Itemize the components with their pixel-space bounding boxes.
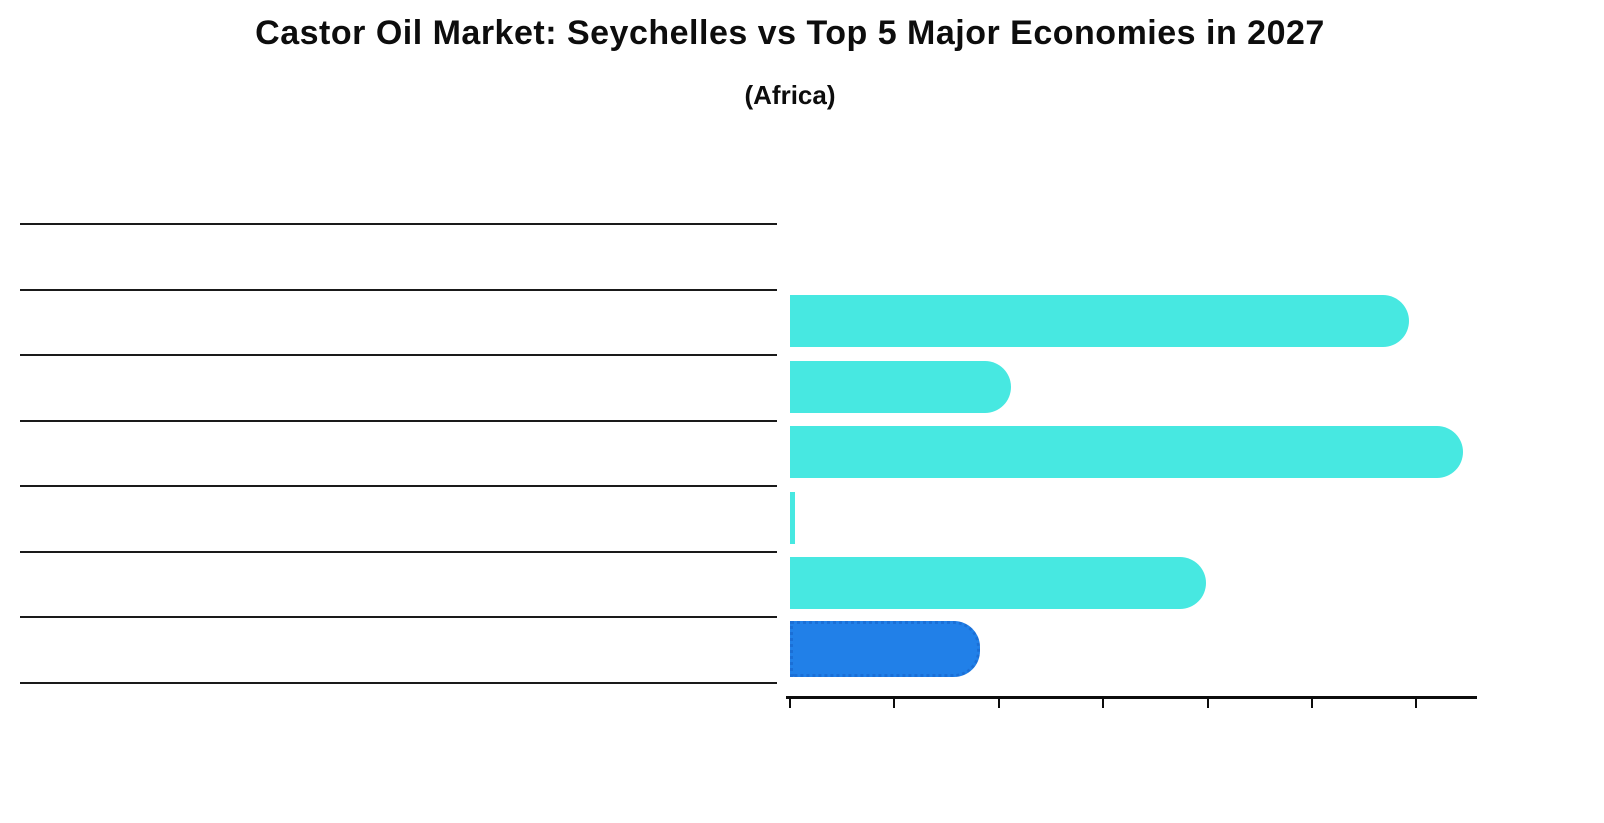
x-axis-tick — [789, 699, 791, 708]
chart-subtitle: (Africa) — [744, 80, 836, 110]
x-axis-tick — [1311, 699, 1313, 708]
table-divider-line — [20, 223, 777, 225]
bar-algeria — [790, 491, 795, 544]
x-axis-tick — [1102, 699, 1105, 708]
table-divider-line — [20, 288, 777, 291]
bar-egypt — [790, 295, 1409, 348]
x-axis-tick — [893, 699, 896, 708]
bar-south-africa — [790, 360, 1011, 413]
table-divider-line — [20, 550, 777, 553]
x-axis-tick — [1415, 699, 1418, 708]
table-divider-line — [20, 354, 777, 356]
x-axis-tick — [1206, 699, 1209, 708]
table-divider-line — [20, 616, 777, 618]
bar-nigeria — [790, 557, 1206, 610]
table-divider-line — [20, 681, 777, 684]
bar-seychelles-highlight — [790, 620, 980, 677]
table-divider-line — [20, 485, 777, 487]
table-divider-line — [20, 419, 777, 422]
x-axis-line — [786, 696, 1477, 699]
bar-ethiopia — [790, 426, 1464, 479]
chart-title: Castor Oil Market: Seychelles vs Top 5 M… — [255, 14, 1325, 52]
x-axis-tick — [997, 699, 1000, 708]
